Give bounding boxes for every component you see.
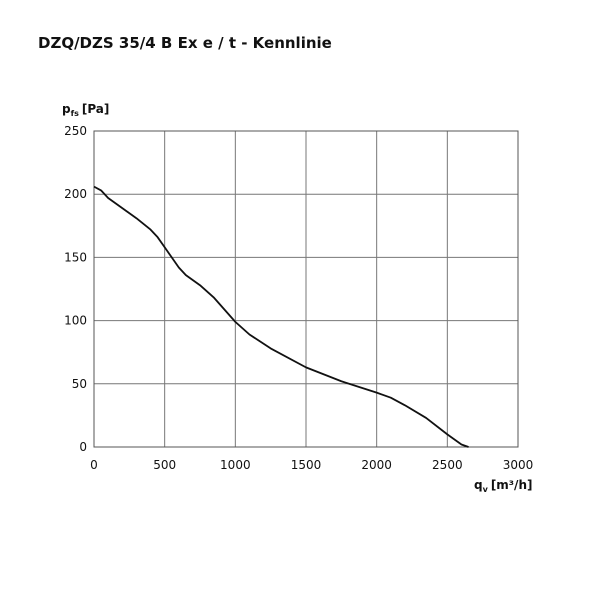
y-tick-label: 0: [79, 440, 87, 454]
x-axis-label: qv [m³/h]: [474, 478, 532, 494]
y-tick-label: 200: [64, 187, 87, 201]
x-label-unit: [m³/h]: [491, 478, 533, 492]
plot-frame: [93, 130, 519, 448]
x-tick-label: 0: [90, 458, 98, 472]
chart-title: DZQ/DZS 35/4 B Ex e / t - Kennlinie: [38, 34, 332, 52]
y-label-unit: [Pa]: [82, 102, 110, 116]
y-tick-label: 150: [64, 250, 87, 264]
x-tick-label: 1000: [220, 458, 251, 472]
y-label-symbol: p: [62, 102, 71, 116]
x-tick-label: 2500: [432, 458, 463, 472]
x-label-symbol: q: [474, 478, 483, 492]
y-axis-label: pfs [Pa]: [62, 102, 109, 118]
x-tick-label: 3000: [503, 458, 534, 472]
y-tick-label: 100: [64, 314, 87, 328]
x-tick-label: 1500: [291, 458, 322, 472]
curve: [93, 185, 469, 448]
y-tick-label: 250: [64, 124, 87, 138]
x-tick-label: 500: [153, 458, 176, 472]
x-tick-label: 2000: [361, 458, 392, 472]
x-label-subscript: v: [483, 485, 489, 494]
y-tick-label: 50: [72, 377, 87, 391]
y-label-subscript: fs: [71, 109, 79, 118]
